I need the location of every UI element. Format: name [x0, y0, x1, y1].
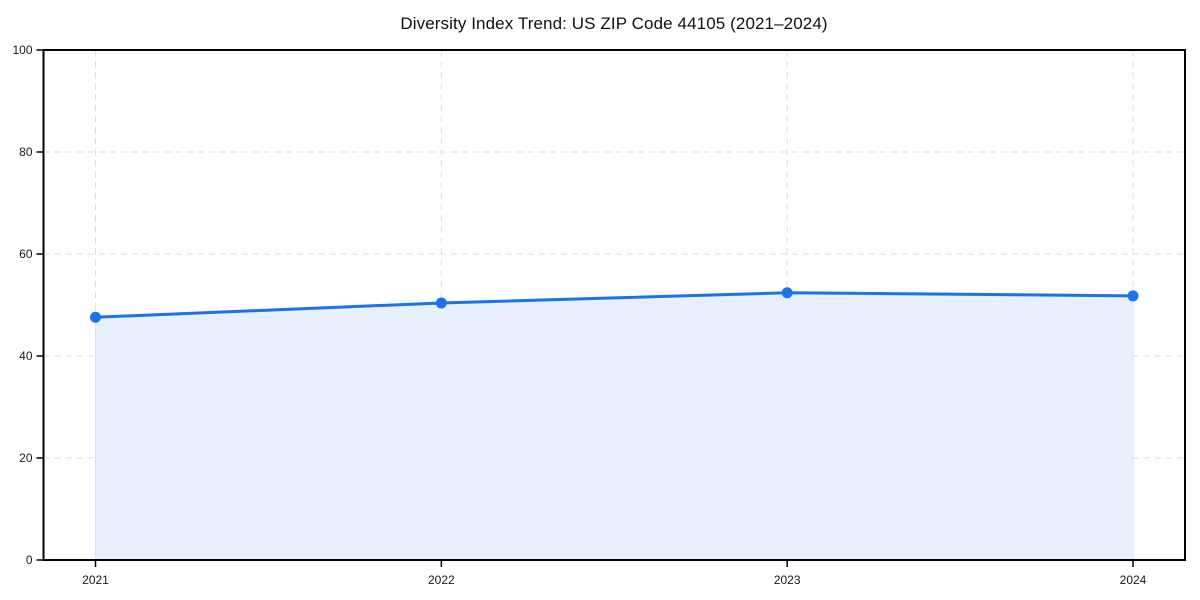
y-tick-label: 40 [19, 349, 33, 363]
y-tick-label: 100 [12, 43, 32, 57]
series-area-fill [95, 292, 1134, 561]
y-tick-label: 20 [19, 451, 33, 465]
data-point-2024 [1127, 290, 1139, 302]
data-point-2023 [781, 287, 793, 299]
x-tick-label: 2023 [774, 573, 801, 587]
y-tick-label: 80 [19, 145, 33, 159]
y-tick-label: 60 [19, 247, 33, 261]
y-tick-label: 0 [26, 553, 33, 567]
chart-title: Diversity Index Trend: US ZIP Code 44105… [400, 14, 828, 33]
x-tick-label: 2021 [82, 573, 109, 587]
x-tick-label: 2024 [1120, 573, 1147, 587]
data-point-2021 [90, 311, 101, 323]
x-tick-label: 2022 [428, 573, 455, 587]
plot-border [42, 49, 1186, 561]
data-point-2022 [435, 297, 447, 309]
series-line [94, 291, 1135, 319]
